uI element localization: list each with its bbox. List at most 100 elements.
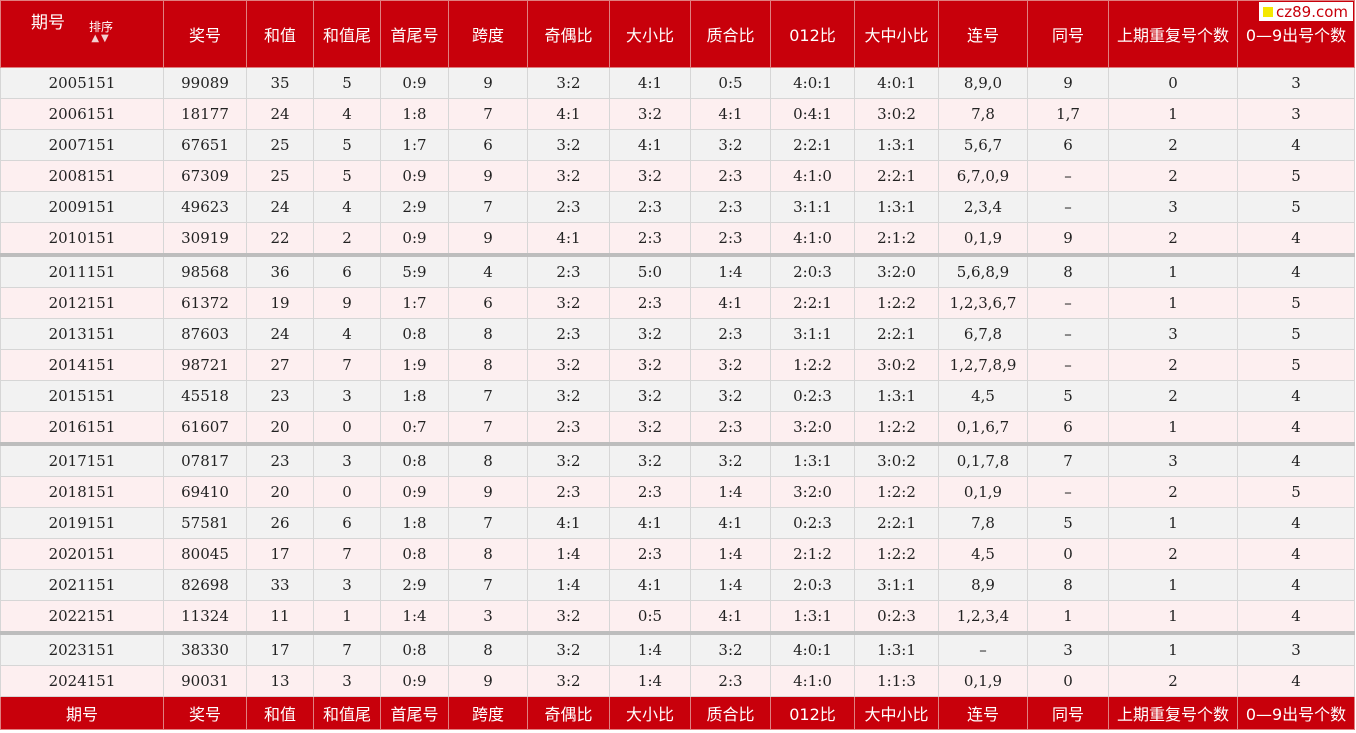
table-cell: 1:2:2 xyxy=(854,287,939,319)
table-cell: 4 xyxy=(313,191,381,223)
table-cell: 0:5 xyxy=(690,67,771,99)
table-cell: 4:1 xyxy=(690,287,771,319)
table-cell: 69410 xyxy=(163,476,247,508)
table-cell: 7 xyxy=(448,380,528,412)
table-cell: 1:3:1 xyxy=(854,380,939,412)
table-cell: 3 xyxy=(313,665,381,697)
table-cell: 2014151 xyxy=(0,349,164,381)
table-cell: 2:1:2 xyxy=(770,538,855,570)
table-cell: 2 xyxy=(1108,129,1238,161)
sort-arrows-icon: ▲▼ xyxy=(91,33,111,44)
table-cell: 0:2:3 xyxy=(770,380,855,412)
table-cell: 67651 xyxy=(163,129,247,161)
footer-col: 0—9出号个数 xyxy=(1237,696,1355,730)
table-cell: 4 xyxy=(1237,538,1355,570)
table-cell: 1:4 xyxy=(527,538,610,570)
table-cell: 5 xyxy=(313,129,381,161)
table-cell: 7 xyxy=(1027,442,1109,477)
table-cell: 2 xyxy=(1108,380,1238,412)
table-cell: 1:7 xyxy=(380,287,449,319)
table-cell: 0:8 xyxy=(380,538,449,570)
table-cell: – xyxy=(1027,349,1109,381)
table-cell: 8 xyxy=(448,442,528,477)
header-row: 期号 排序 ▲▼ 奖号 和值 和值尾 首尾号 跨度 奇偶比 大小比 质合比 01… xyxy=(0,0,1355,68)
table-cell: 26 xyxy=(246,507,314,539)
table-cell: 2007151 xyxy=(0,129,164,161)
table-cell: 2011151 xyxy=(0,253,164,288)
footer-col: 跨度 xyxy=(448,696,528,730)
table-cell: 7 xyxy=(313,349,381,381)
table-cell: 3 xyxy=(313,442,381,477)
table-cell: 2013151 xyxy=(0,318,164,350)
table-cell: 2021151 xyxy=(0,569,164,601)
table-cell: 7,8 xyxy=(938,98,1028,130)
table-cell: 35 xyxy=(246,67,314,99)
table-cell: 4:1 xyxy=(690,98,771,130)
footer-col: 奖号 xyxy=(163,696,247,730)
table-cell: 3 xyxy=(1108,442,1238,477)
table-cell: 5 xyxy=(1237,287,1355,319)
table-cell: 6,7,8 xyxy=(938,318,1028,350)
table-cell: 3:2 xyxy=(527,631,610,666)
table-cell: 3:2 xyxy=(609,318,691,350)
table-cell: 4,5 xyxy=(938,380,1028,412)
table-cell: 7 xyxy=(313,631,381,666)
table-cell: 9 xyxy=(1027,67,1109,99)
table-cell: 3:2 xyxy=(527,349,610,381)
sort-button[interactable]: 排序 ▲▼ xyxy=(89,21,113,45)
table-cell: 2018151 xyxy=(0,476,164,508)
table-cell: 0,1,9 xyxy=(938,665,1028,697)
table-cell: 13 xyxy=(246,665,314,697)
table-cell: 2:1:2 xyxy=(854,222,939,256)
table-cell: 23 xyxy=(246,442,314,477)
table-cell: 4 xyxy=(1237,665,1355,697)
table-cell: 1 xyxy=(1108,411,1238,445)
header-col: 大中小比 xyxy=(854,0,939,68)
table-cell: 1:4 xyxy=(690,253,771,288)
table-cell: 1:4 xyxy=(609,665,691,697)
table-cell: 6 xyxy=(448,129,528,161)
table-cell: 2012151 xyxy=(0,287,164,319)
table-cell: 3:0:2 xyxy=(854,98,939,130)
table-cell: 4 xyxy=(313,318,381,350)
table-cell: 2015151 xyxy=(0,380,164,412)
table-cell: 4 xyxy=(1237,600,1355,634)
table-cell: 3:2 xyxy=(527,67,610,99)
table-cell: 4:1:0 xyxy=(770,665,855,697)
table-cell: 0 xyxy=(1027,665,1109,697)
table-cell: 9 xyxy=(448,222,528,256)
table-cell: 8 xyxy=(448,631,528,666)
table-cell: 2:3 xyxy=(690,222,771,256)
table-cell: 1 xyxy=(1108,98,1238,130)
table-cell: 8 xyxy=(448,318,528,350)
table-cell: 4:1 xyxy=(527,507,610,539)
table-cell: 9 xyxy=(448,665,528,697)
site-logo[interactable]: cz89.com xyxy=(1257,1,1354,22)
table-cell: 5:9 xyxy=(380,253,449,288)
table-cell: 2:9 xyxy=(380,191,449,223)
table-cell: 3:2 xyxy=(609,349,691,381)
table-cell: 4 xyxy=(1237,411,1355,445)
table-cell: – xyxy=(1027,191,1109,223)
table-body: 2005151 99089 35 5 0:9 9 3:2 4:1 0:5 4:0:1 4:0:1 8,… xyxy=(0,67,1355,697)
table-cell: 4:1 xyxy=(690,507,771,539)
table-cell: 45518 xyxy=(163,380,247,412)
table-cell: 3:2 xyxy=(690,129,771,161)
footer-col: 和值 xyxy=(246,696,314,730)
table-cell: 4:1 xyxy=(609,507,691,539)
table-cell: 3:2:0 xyxy=(854,253,939,288)
table-cell: 0:2:3 xyxy=(770,507,855,539)
table-cell: 3:2 xyxy=(609,380,691,412)
table-cell: 36 xyxy=(246,253,314,288)
table-row: 2015151 45518 23 3 1:8 7 3:2 3:2 3:2 0:2:3 1:3:1 4,… xyxy=(0,380,1355,412)
header-col: 同号 xyxy=(1027,0,1109,68)
table-cell: 2:2:1 xyxy=(854,160,939,192)
table-cell: 2020151 xyxy=(0,538,164,570)
table-cell: 4:0:1 xyxy=(770,67,855,99)
table-cell: 3 xyxy=(1027,631,1109,666)
table-cell: 5 xyxy=(1237,191,1355,223)
table-cell: 0:9 xyxy=(380,160,449,192)
table-cell: 87603 xyxy=(163,318,247,350)
table-cell: 1:4 xyxy=(380,600,449,634)
table-cell: 1 xyxy=(313,600,381,634)
